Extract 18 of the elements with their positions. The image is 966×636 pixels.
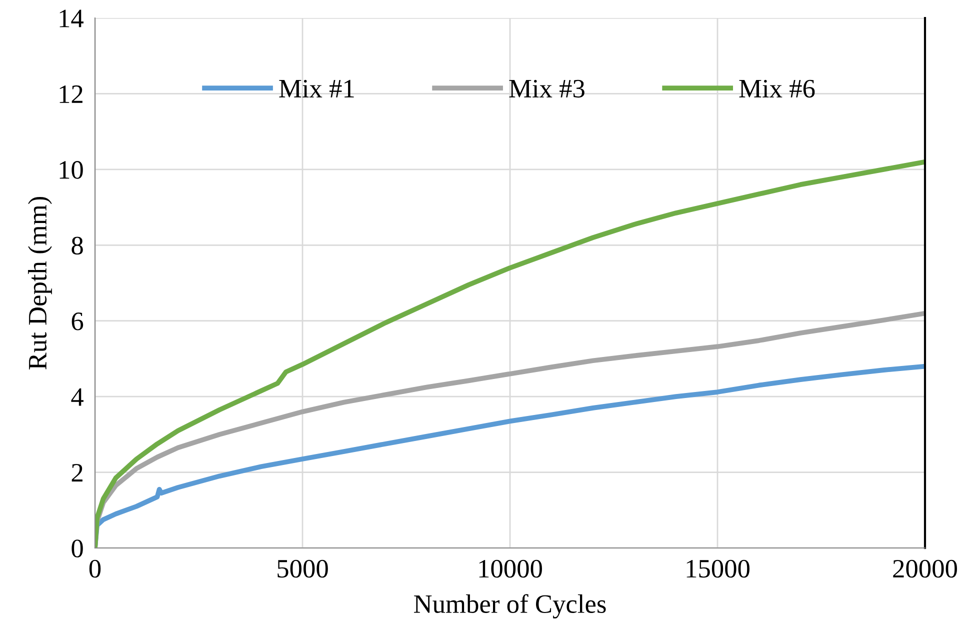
x-tick-label: 5000 [278, 560, 328, 578]
y-axis-title: Rut Depth (mm) [28, 196, 52, 370]
y-tick-label: 14 [60, 10, 84, 28]
legend-label: Mix #3 [509, 80, 584, 98]
y-tick-label: 10 [60, 161, 83, 179]
legend-label: Mix #6 [739, 80, 815, 98]
y-tick-label: 2 [72, 464, 82, 482]
x-axis-title: Number of Cycles [414, 594, 606, 618]
legend-label: Mix #1 [279, 80, 354, 98]
x-tick-label: 10000 [479, 560, 542, 578]
x-tick-label: 0 [89, 560, 101, 578]
y-tick-label: 12 [60, 85, 82, 103]
x-tick-label: 20000 [893, 560, 957, 578]
y-tick-label: 4 [71, 388, 84, 406]
x-tick-label: 15000 [686, 560, 750, 578]
y-tick-label: 6 [72, 312, 84, 330]
y-tick-label: 0 [72, 540, 83, 558]
y-tick-label: 8 [72, 236, 83, 255]
